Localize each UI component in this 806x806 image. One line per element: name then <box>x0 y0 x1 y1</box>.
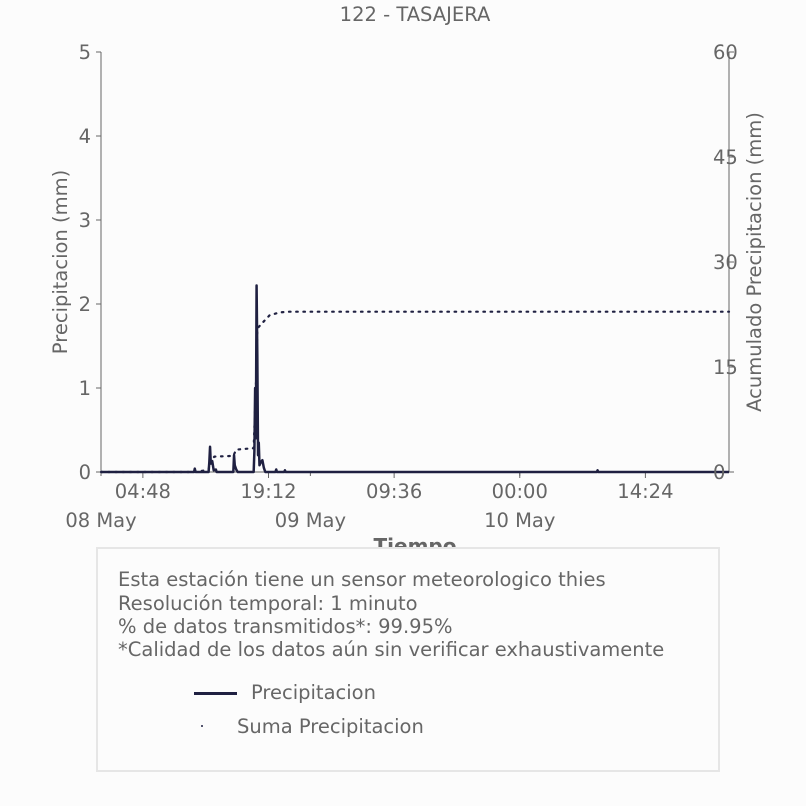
info-line-resolution: Resolución temporal: 1 minuto <box>118 592 418 615</box>
legend-label-precip: Precipitacion <box>251 681 376 704</box>
info-line-sensor: Esta estación tiene un sensor meteorolog… <box>118 568 606 591</box>
x-date-label: 09 May <box>275 509 346 532</box>
axes <box>96 51 734 478</box>
legend-label-sum: Suma Precipitacion <box>237 715 424 738</box>
y-tick-label: 0 <box>79 461 91 484</box>
info-line-quality: *Calidad de los datos aún sin verificar … <box>118 638 665 661</box>
y-tick-label: 5 <box>79 41 91 64</box>
y-tick-label: 3 <box>79 209 91 232</box>
y2-tick-label: 0 <box>713 461 725 484</box>
y-tick-label: 4 <box>79 125 91 148</box>
series-precipitacion-line <box>101 284 729 474</box>
y2-tick-label: 30 <box>713 251 738 274</box>
info-line-transmitted: % de datos transmitidos*: 99.95% <box>118 615 453 638</box>
info-box: Esta estación tiene un sensor meteorolog… <box>96 547 720 772</box>
chart-title: 122 - TASAJERA <box>340 3 491 26</box>
y2-axis-label: Acumulado Precipitacion (mm) <box>743 112 766 412</box>
x-tick-label: 09:36 <box>366 480 422 503</box>
x-tick-label: 14:24 <box>617 480 673 503</box>
y2-tick-label: 60 <box>713 41 738 64</box>
x-date-label: 10 May <box>484 509 555 532</box>
x-tick-label: 19:12 <box>240 480 296 503</box>
y2-tick-label: 15 <box>713 356 738 379</box>
x-date-label: 08 May <box>65 509 136 532</box>
legend-swatch-sum <box>201 725 203 727</box>
legend-swatch-precip <box>194 692 237 695</box>
x-tick-label: 04:48 <box>115 480 171 503</box>
y2-tick-label: 45 <box>713 146 738 169</box>
y-tick-label: 1 <box>79 377 91 400</box>
y-tick-label: 2 <box>79 293 91 316</box>
y-axis-label: Precipitacion (mm) <box>49 170 72 354</box>
series-suma-precipitacion-dots <box>99 310 731 474</box>
x-tick-label: 00:00 <box>492 480 548 503</box>
series-layer <box>99 284 731 474</box>
